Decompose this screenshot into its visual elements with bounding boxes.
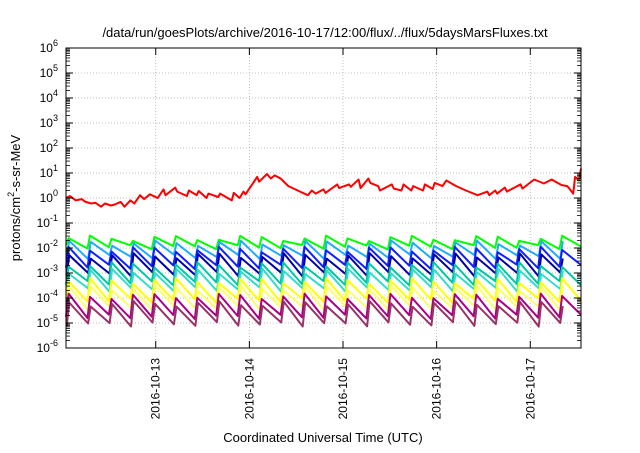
chart-title: /data/run/goesPlots/archive/2016-10-17/1… xyxy=(102,25,548,40)
series-line-channel xyxy=(65,284,564,312)
y-tick-base: 10 xyxy=(37,341,51,355)
y-tick-base: 10 xyxy=(37,316,51,330)
y-tick-exponent: 6 xyxy=(53,38,58,48)
y-tick-exponent: 3 xyxy=(53,113,58,123)
y-tick-label: 10-1 xyxy=(37,213,58,230)
y-tick-exponent: 1 xyxy=(53,163,58,173)
series-line-channel xyxy=(65,261,582,287)
axis-layer: 10-610-510-410-310-210-11001011021031041… xyxy=(37,38,581,419)
y-tick-label: 10-5 xyxy=(37,313,58,330)
x-axis-label: Coordinated Universal Time (UTC) xyxy=(223,430,422,445)
y-tick-label: 105 xyxy=(40,63,58,80)
series-line-channel xyxy=(65,292,582,320)
y-tick-base: 10 xyxy=(37,291,51,305)
series-layer xyxy=(65,168,582,328)
y-tick-base: 10 xyxy=(40,66,54,80)
y-tick-base: 10 xyxy=(40,116,54,130)
y-tick-exponent: 4 xyxy=(53,88,58,98)
y-tick-base: 10 xyxy=(37,266,51,280)
series-line-channel xyxy=(65,234,582,251)
series-line-channel xyxy=(65,252,564,278)
y-axis-label-suffix: -s-sr-MeV xyxy=(8,134,23,191)
y-tick-exponent: -3 xyxy=(50,263,58,273)
series-line-channel xyxy=(65,245,582,270)
y-tick-base: 10 xyxy=(40,141,54,155)
series-line-channel xyxy=(65,239,564,261)
y-tick-base: 10 xyxy=(40,191,54,205)
x-tick-label: 2016-10-17 xyxy=(523,358,537,420)
y-tick-exponent: 2 xyxy=(53,138,58,148)
x-tick-label: 2016-10-15 xyxy=(336,358,350,420)
x-tick-label: 2016-10-13 xyxy=(149,358,163,420)
y-tick-label: 101 xyxy=(40,163,58,180)
y-tick-base: 10 xyxy=(40,91,54,105)
y-tick-label: 106 xyxy=(40,38,58,55)
y-tick-exponent: 5 xyxy=(53,63,58,73)
y-tick-base: 10 xyxy=(40,41,54,55)
y-tick-label: 10-2 xyxy=(37,238,58,255)
y-tick-exponent: -6 xyxy=(50,338,58,348)
y-tick-exponent: -5 xyxy=(50,313,58,323)
y-tick-label: 102 xyxy=(40,138,58,155)
y-tick-label: 100 xyxy=(40,188,58,205)
y-tick-exponent: 0 xyxy=(53,188,58,198)
series-line-channel xyxy=(65,277,582,304)
y-tick-base: 10 xyxy=(37,216,51,230)
y-tick-label: 104 xyxy=(40,88,58,105)
y-tick-exponent: -1 xyxy=(50,213,58,223)
y-tick-label: 10-3 xyxy=(37,263,58,280)
series-line-channel xyxy=(65,267,564,293)
y-axis-label-superscript: 2 xyxy=(6,192,16,197)
y-tick-label: 10-4 xyxy=(37,288,58,305)
x-tick-label: 2016-10-16 xyxy=(430,358,444,420)
y-tick-base: 10 xyxy=(37,241,51,255)
y-tick-exponent: -4 xyxy=(50,288,58,298)
y-tick-exponent: -2 xyxy=(50,238,58,248)
y-tick-base: 10 xyxy=(40,166,54,180)
x-tick-label: 2016-10-14 xyxy=(242,358,256,420)
y-axis-label-prefix: protons/cm xyxy=(8,197,23,261)
y-axis-label: protons/cm2-s-sr-MeV xyxy=(6,134,23,261)
y-tick-label: 103 xyxy=(40,113,58,130)
y-tick-label: 10-6 xyxy=(37,338,58,355)
series-line-channel xyxy=(65,300,564,328)
series-line-red xyxy=(65,168,582,208)
